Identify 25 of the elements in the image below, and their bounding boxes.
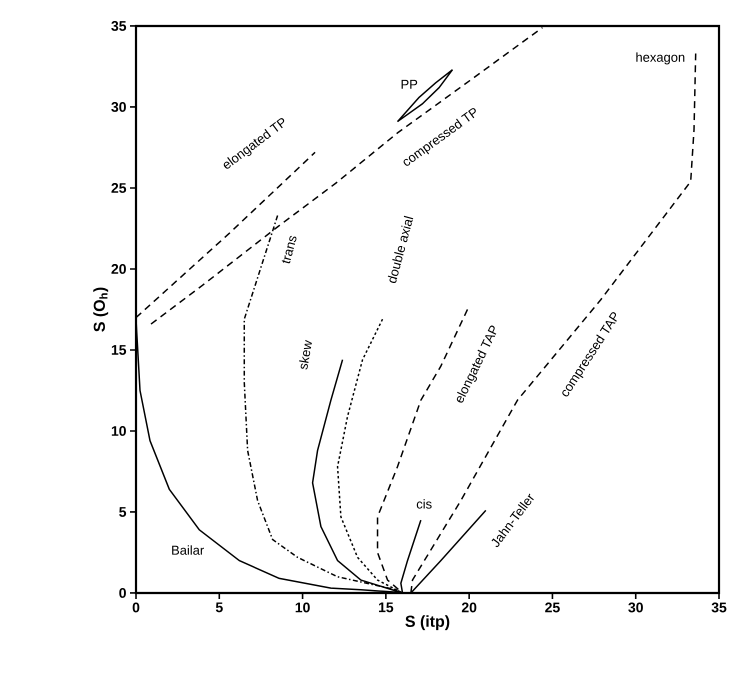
y-tick-label: 10 — [112, 426, 126, 436]
y-tick-label: 20 — [111, 264, 126, 274]
annotation: hexagon — [636, 52, 684, 64]
y-tick-label: 0 — [119, 588, 126, 598]
y-tick-label: 15 — [112, 345, 126, 355]
x-tick-label: 35 — [712, 602, 726, 612]
x-tick-label: 30 — [628, 602, 643, 612]
x-tick-label: 25 — [545, 602, 560, 612]
y-tick-label: 25 — [111, 183, 126, 193]
x-tick-label: 20 — [462, 602, 476, 612]
y-tick-label: 35 — [111, 21, 126, 31]
x-tick-label: 0 — [132, 602, 140, 612]
x-tick-label: 15 — [378, 602, 394, 612]
series-label: Bailar — [172, 545, 204, 555]
x-tick-label: 10 — [296, 602, 310, 612]
y-tick-label: 30 — [111, 102, 126, 112]
series-label: cis — [416, 499, 432, 509]
series-label: PP — [402, 80, 418, 89]
y-axis-title: S (O$_{h}$) — [93, 288, 108, 332]
x-axis-title: S (itp) — [405, 615, 450, 630]
x-tick-label: 5 — [216, 602, 223, 612]
text: skew — [299, 340, 312, 370]
text: double axial — [388, 216, 414, 283]
y-tick-label: 5 — [119, 507, 126, 517]
text: trans — [282, 236, 296, 264]
